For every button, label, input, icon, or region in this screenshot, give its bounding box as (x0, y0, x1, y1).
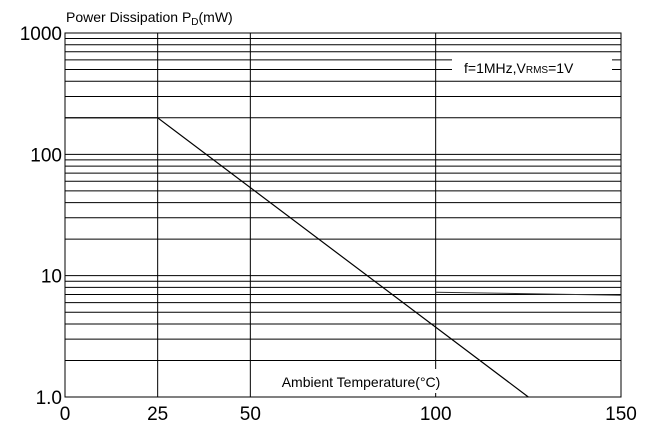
y-axis-label-main: Power Dissipation P (66, 9, 191, 25)
x-tick-label: 0 (60, 404, 71, 425)
x-axis-label-box (254, 369, 468, 393)
tick-labels: 0 25 50 100 150 1.0 10 100 1000 (20, 24, 637, 425)
x-tick-label: 150 (605, 404, 637, 425)
x-tick-label: 50 (240, 404, 261, 425)
plot-frame (64, 32, 622, 398)
x-tick-label: 100 (420, 404, 452, 425)
series-line (65, 117, 529, 398)
annotation-text: f=1MHz,VRMS=1V (464, 60, 574, 76)
y-axis-label-suffix: (mW) (199, 9, 233, 25)
annotation-suffix: =1V (548, 60, 574, 76)
y-tick-label: 100 (30, 145, 62, 166)
y-tick-label: 1.0 (36, 388, 62, 409)
y-tick-label: 1000 (20, 24, 62, 45)
x-tick-label: 25 (147, 404, 168, 425)
annotation-box (452, 56, 612, 80)
extra-line (435, 291, 622, 296)
annotation-prefix: f=1MHz,V (464, 60, 527, 76)
data-lines (65, 117, 622, 398)
annotation-sub: RMS (526, 65, 549, 76)
y-axis-label: Power Dissipation PD(mW) (66, 9, 233, 28)
grid (65, 33, 621, 397)
y-axis-label-sub: D (191, 17, 198, 28)
x-axis-label: Ambient Temperature(°C) (282, 374, 441, 390)
y-tick-label: 10 (41, 267, 62, 288)
